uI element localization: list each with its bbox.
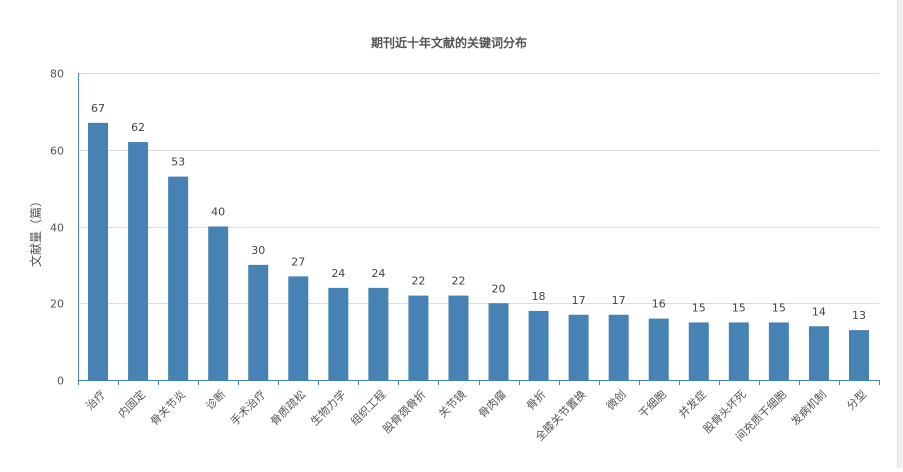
x-tick-label: 治疗 xyxy=(83,387,108,412)
bar[interactable] xyxy=(608,314,629,380)
data-labels: 67 62 53 40 30 27 24 24 22 22 20 18 17 17 16 15 15 15 14 13 xyxy=(91,102,866,322)
chart-title: 期刊近十年文献的关键词分布 xyxy=(371,35,527,50)
x-tick-label: 发病机制 xyxy=(788,387,829,428)
y-axis-label: 文献量（篇） xyxy=(28,195,43,267)
x-tick-label: 骨肉瘤 xyxy=(475,387,508,420)
data-label: 13 xyxy=(852,309,866,322)
bar[interactable] xyxy=(128,142,149,380)
data-label: 22 xyxy=(451,275,465,288)
data-label: 27 xyxy=(291,255,305,268)
bar[interactable] xyxy=(488,303,509,380)
bar[interactable] xyxy=(328,287,349,380)
bar[interactable] xyxy=(88,122,109,380)
data-label: 24 xyxy=(331,267,345,280)
axes xyxy=(78,73,880,385)
x-tick-label: 分型 xyxy=(844,387,869,412)
bar[interactable] xyxy=(168,176,189,380)
bars xyxy=(88,122,869,381)
bar[interactable] xyxy=(848,330,869,380)
bar[interactable] xyxy=(568,314,589,380)
gridlines xyxy=(78,73,879,304)
scrollbar-edge xyxy=(897,0,903,468)
y-tick-label: 80 xyxy=(50,68,64,81)
x-tick-label: 并发症 xyxy=(676,387,709,420)
bar[interactable] xyxy=(368,287,389,380)
bar[interactable] xyxy=(248,264,269,380)
data-label: 24 xyxy=(371,267,385,280)
data-label: 15 xyxy=(692,301,706,314)
bar[interactable] xyxy=(648,318,669,380)
bar[interactable] xyxy=(288,276,309,380)
x-tick-label: 诊断 xyxy=(203,387,228,412)
x-tick-label: 手术治疗 xyxy=(227,387,268,428)
data-label: 16 xyxy=(652,298,666,311)
bar[interactable] xyxy=(208,226,229,381)
bar[interactable] xyxy=(528,310,549,380)
y-tick-labels: 0 20 40 60 80 xyxy=(50,68,64,388)
bar[interactable] xyxy=(448,295,469,380)
bar[interactable] xyxy=(688,322,709,380)
data-label: 18 xyxy=(532,290,546,303)
x-tick-label: 内固定 xyxy=(115,387,148,420)
x-tick-label: 微创 xyxy=(603,387,628,412)
x-tick-label: 组织工程 xyxy=(347,387,388,428)
data-label: 17 xyxy=(612,294,626,307)
data-label: 17 xyxy=(572,294,586,307)
data-label: 20 xyxy=(492,282,506,295)
y-tick-label: 20 xyxy=(50,298,64,311)
bar[interactable] xyxy=(768,322,789,380)
data-label: 40 xyxy=(211,206,225,219)
bar[interactable] xyxy=(728,322,749,380)
y-tick-label: 60 xyxy=(50,145,64,158)
data-label: 14 xyxy=(812,305,826,318)
bar[interactable] xyxy=(808,326,829,380)
y-tick-label: 40 xyxy=(50,222,64,235)
x-tick-label: 股骨颈骨折 xyxy=(380,387,429,436)
x-tick-label: 骨折 xyxy=(523,387,548,412)
x-tick-label: 骨关节炎 xyxy=(147,387,188,428)
data-label: 22 xyxy=(411,275,425,288)
data-label: 67 xyxy=(91,102,105,115)
y-tick-label: 0 xyxy=(57,375,64,388)
data-label: 30 xyxy=(251,244,265,257)
data-label: 15 xyxy=(772,301,786,314)
x-tick-label: 骨质疏松 xyxy=(267,387,308,428)
x-tick-label: 生物力学 xyxy=(307,387,348,428)
data-label: 53 xyxy=(171,156,185,169)
data-label: 62 xyxy=(131,121,145,134)
bar[interactable] xyxy=(408,295,429,380)
x-tick-label: 干细胞 xyxy=(636,388,669,421)
x-tick-label: 关节镜 xyxy=(435,387,468,420)
data-label: 15 xyxy=(732,301,746,314)
